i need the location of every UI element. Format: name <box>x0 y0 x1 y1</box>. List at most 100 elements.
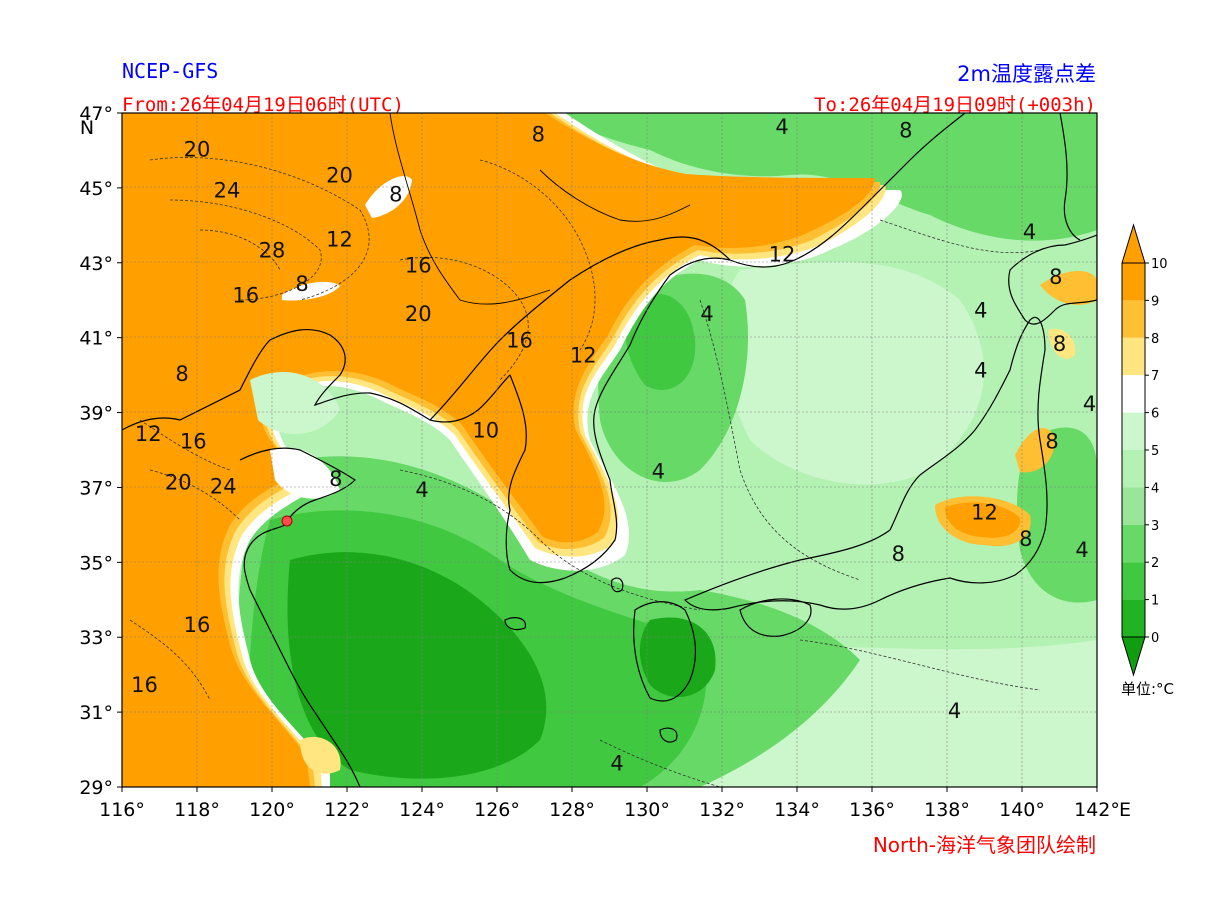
contour-label: 8 <box>899 119 912 143</box>
field-deep-kyushu <box>639 617 716 697</box>
coast-shandong <box>239 447 356 591</box>
lon-tick-label: 128° <box>549 799 595 821</box>
contour-label: 24 <box>210 474 237 498</box>
colorbar-label: 10 <box>1151 257 1168 272</box>
coast-islands <box>504 577 678 743</box>
lon-tick-label: 134° <box>774 799 820 821</box>
model-title: NCEP-GFS <box>122 59 219 83</box>
contour-label: 10 <box>472 418 499 442</box>
lat-tick-label: 45° <box>79 178 113 200</box>
lat-tick-label: 31° <box>79 702 113 724</box>
gridlines <box>122 113 1097 787</box>
coast-shikoku <box>739 598 812 637</box>
credit-text: North-海洋气象团队绘制 <box>872 833 1096 857</box>
contour-label: 12 <box>971 501 998 525</box>
contour-label: 12 <box>135 422 162 446</box>
lon-tick-label: 140° <box>999 799 1045 821</box>
from-time: From:26年04月19日06时(UTC) <box>122 94 404 116</box>
lon-tick-label: 118° <box>174 799 220 821</box>
contour-label: 4 <box>948 699 961 723</box>
location-marker <box>281 515 293 527</box>
lon-tick-label: 130° <box>624 799 670 821</box>
colorbar-unit: 单位:°C <box>1121 680 1174 698</box>
colorbar-swatch <box>1122 375 1145 413</box>
colorbar-swatch <box>1122 337 1145 376</box>
lon-hemisphere-label: E <box>1119 799 1131 821</box>
contour-label: 4 <box>1075 538 1088 562</box>
colorbar-swatch <box>1122 263 1145 301</box>
colorbar-swatch <box>1122 412 1145 450</box>
field-deep-core <box>287 552 547 779</box>
lon-tick-label: 120° <box>249 799 295 821</box>
field-hole-bohai <box>250 371 340 434</box>
coast-china-north <box>122 329 511 431</box>
field-hole-liaoning <box>282 281 340 301</box>
contour-label: 4 <box>1023 220 1036 244</box>
colorbar-label: 8 <box>1151 332 1159 347</box>
colorbar-label: 5 <box>1151 444 1159 459</box>
lon-tick-label: 138° <box>924 799 970 821</box>
contour-label: 28 <box>259 239 286 263</box>
colorbar-label: 4 <box>1151 481 1159 496</box>
contour-label: 16 <box>180 430 207 454</box>
colorbar-swatch <box>1122 524 1145 563</box>
coastlines <box>122 113 1097 787</box>
lon-tick-label: 126° <box>474 799 520 821</box>
coast-kyushu <box>633 601 696 702</box>
field-dry-honshu-core <box>945 502 1021 538</box>
lon-tick-label: 136° <box>849 799 895 821</box>
field-hole-hangzhou <box>300 736 341 774</box>
contour-label: 8 <box>1019 527 1032 551</box>
lat-tick-label: 37° <box>79 477 113 499</box>
contour-label: 4 <box>610 752 623 776</box>
contour-label: 8 <box>1049 265 1062 289</box>
contour-label: 4 <box>652 459 665 483</box>
colorbar-swatch <box>1122 562 1145 600</box>
lat-tick-label: 47° <box>79 103 113 125</box>
lat-tick-label: 41° <box>79 328 113 350</box>
lat-tick-label: 35° <box>79 552 113 574</box>
colorbar-label: 2 <box>1151 556 1159 571</box>
contour-label: 16 <box>232 283 259 307</box>
contour-label: 20 <box>405 302 432 326</box>
contour-label: 8 <box>1053 332 1066 356</box>
field-hole-mongolia <box>365 176 412 218</box>
colorbar-label: 6 <box>1151 407 1159 422</box>
contour-label: 16 <box>131 673 158 697</box>
contour-label: 8 <box>389 182 402 206</box>
contour-label: 8 <box>329 467 342 491</box>
lat-tick-label: 39° <box>79 403 113 425</box>
contour-label: 16 <box>184 613 211 637</box>
contour-label: 12 <box>769 242 796 266</box>
to-time: To:26年04月19日09时(+003h) <box>814 94 1096 116</box>
lat-hemisphere-label: N <box>80 117 94 139</box>
coast-honshu <box>683 316 1048 611</box>
contour-label: 8 <box>175 362 188 386</box>
contour-label: 4 <box>1083 392 1096 416</box>
colorbar-swatch <box>1122 300 1145 338</box>
product-title: 2m温度露点差 <box>957 62 1096 86</box>
lon-axis: 116° 118° 120° 122° 124° 126° 128° 130° 132° 134°… <box>99 787 1131 821</box>
contour-label: 8 <box>892 542 905 566</box>
lon-tick-label: 122° <box>324 799 370 821</box>
colorbar-label: 3 <box>1151 519 1159 534</box>
colorbar-label: 7 <box>1151 369 1159 384</box>
lon-tick-label: 124° <box>399 799 445 821</box>
field-dry-hokkaido <box>1040 270 1097 305</box>
contour-label: 8 <box>532 122 545 146</box>
contour-label: 8 <box>1045 430 1058 454</box>
border-china-korea <box>429 236 731 421</box>
contour-label: 20 <box>165 471 192 495</box>
lon-tick-label: 116° <box>99 799 145 821</box>
colorbar-label: 1 <box>1151 594 1159 609</box>
contour-label: 8 <box>295 272 308 296</box>
lon-tick-label: 142° <box>1074 799 1120 821</box>
contour-label: 4 <box>775 115 788 139</box>
colorbar-bottom-extend <box>1121 636 1146 677</box>
lat-tick-label: 29° <box>79 777 113 799</box>
lat-tick-label: 43° <box>79 253 113 275</box>
coast-russia <box>729 113 966 268</box>
